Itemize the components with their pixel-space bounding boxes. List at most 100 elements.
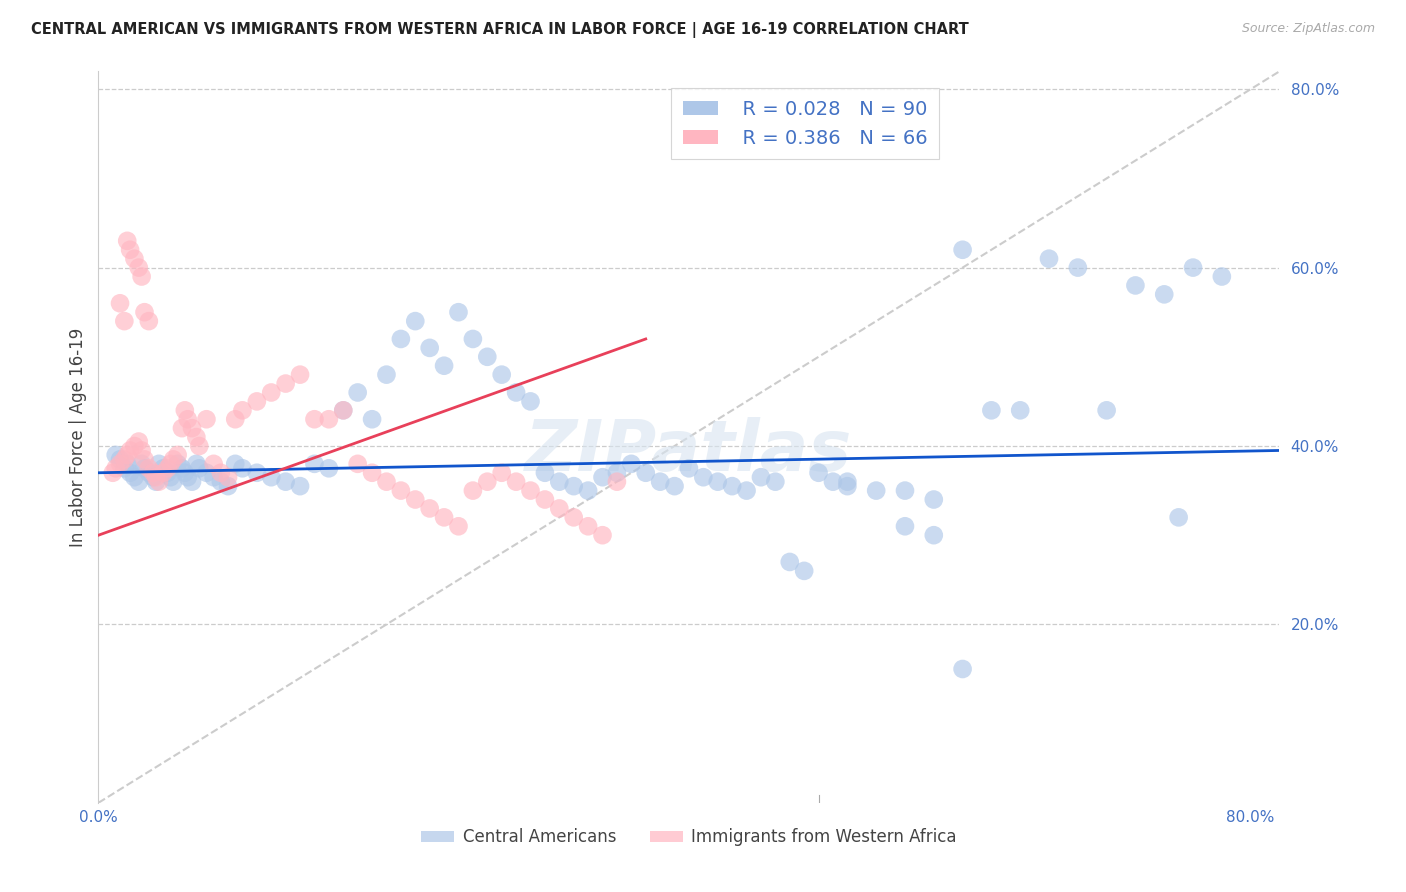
- Point: [195, 412, 218, 426]
- Point: [112, 452, 135, 467]
- Point: [231, 403, 253, 417]
- Point: [461, 332, 484, 346]
- Point: [108, 452, 131, 467]
- Point: [120, 466, 142, 480]
- Point: [361, 412, 384, 426]
- Point: [534, 492, 557, 507]
- Point: [166, 448, 188, 462]
- Point: [980, 403, 1002, 417]
- Point: [246, 394, 269, 409]
- Point: [112, 461, 135, 475]
- Point: [706, 475, 728, 489]
- Point: [749, 470, 772, 484]
- Point: [260, 470, 283, 484]
- Point: [152, 466, 174, 480]
- Point: [952, 243, 974, 257]
- Point: [447, 519, 470, 533]
- Point: [288, 368, 311, 382]
- Point: [634, 466, 657, 480]
- Point: [195, 466, 218, 480]
- Point: [128, 260, 150, 275]
- Point: [650, 475, 672, 489]
- Point: [346, 385, 368, 400]
- Point: [1038, 252, 1060, 266]
- Text: CENTRAL AMERICAN VS IMMIGRANTS FROM WESTERN AFRICA IN LABOR FORCE | AGE 16-19 CO: CENTRAL AMERICAN VS IMMIGRANTS FROM WEST…: [31, 22, 969, 38]
- Point: [181, 421, 204, 435]
- Point: [181, 475, 204, 489]
- Point: [922, 492, 945, 507]
- Point: [145, 475, 167, 489]
- Point: [115, 234, 138, 248]
- Point: [202, 457, 225, 471]
- Point: [104, 461, 127, 475]
- Point: [1010, 403, 1032, 417]
- Point: [274, 475, 297, 489]
- Text: ZIPatlas: ZIPatlas: [526, 417, 852, 486]
- Point: [209, 466, 232, 480]
- Point: [170, 461, 193, 475]
- Point: [217, 479, 239, 493]
- Point: [108, 457, 131, 471]
- Point: [142, 466, 165, 480]
- Point: [108, 296, 131, 310]
- Point: [375, 475, 398, 489]
- Point: [1125, 278, 1147, 293]
- Point: [837, 479, 859, 493]
- Point: [246, 466, 269, 480]
- Point: [134, 452, 156, 467]
- Point: [260, 385, 283, 400]
- Point: [124, 252, 146, 266]
- Point: [288, 479, 311, 493]
- Point: [159, 470, 181, 484]
- Point: [332, 403, 354, 417]
- Point: [375, 368, 398, 382]
- Point: [177, 412, 200, 426]
- Point: [156, 461, 179, 475]
- Point: [519, 483, 541, 498]
- Point: [120, 243, 142, 257]
- Point: [224, 457, 246, 471]
- Point: [138, 466, 160, 480]
- Point: [793, 564, 815, 578]
- Point: [779, 555, 801, 569]
- Point: [332, 403, 354, 417]
- Point: [519, 394, 541, 409]
- Point: [1182, 260, 1205, 275]
- Point: [548, 475, 571, 489]
- Point: [491, 466, 513, 480]
- Point: [389, 483, 412, 498]
- Point: [678, 461, 700, 475]
- Point: [505, 385, 527, 400]
- Point: [217, 470, 239, 484]
- Point: [173, 466, 195, 480]
- Point: [318, 461, 340, 475]
- Point: [419, 341, 441, 355]
- Point: [138, 314, 160, 328]
- Point: [807, 466, 830, 480]
- Point: [318, 412, 340, 426]
- Point: [433, 510, 456, 524]
- Point: [145, 470, 167, 484]
- Point: [148, 475, 170, 489]
- Point: [404, 314, 426, 328]
- Point: [1167, 510, 1189, 524]
- Point: [505, 475, 527, 489]
- Point: [620, 457, 643, 471]
- Point: [231, 461, 253, 475]
- Point: [128, 475, 150, 489]
- Point: [112, 314, 135, 328]
- Point: [162, 452, 184, 467]
- Point: [952, 662, 974, 676]
- Point: [274, 376, 297, 391]
- Point: [865, 483, 887, 498]
- Point: [152, 461, 174, 475]
- Y-axis label: In Labor Force | Age 16-19: In Labor Force | Age 16-19: [69, 327, 87, 547]
- Point: [159, 457, 181, 471]
- Legend: Central Americans, Immigrants from Western Africa: Central Americans, Immigrants from Weste…: [415, 822, 963, 853]
- Point: [170, 421, 193, 435]
- Point: [592, 470, 614, 484]
- Point: [304, 412, 326, 426]
- Point: [1067, 260, 1090, 275]
- Point: [606, 475, 628, 489]
- Point: [188, 439, 211, 453]
